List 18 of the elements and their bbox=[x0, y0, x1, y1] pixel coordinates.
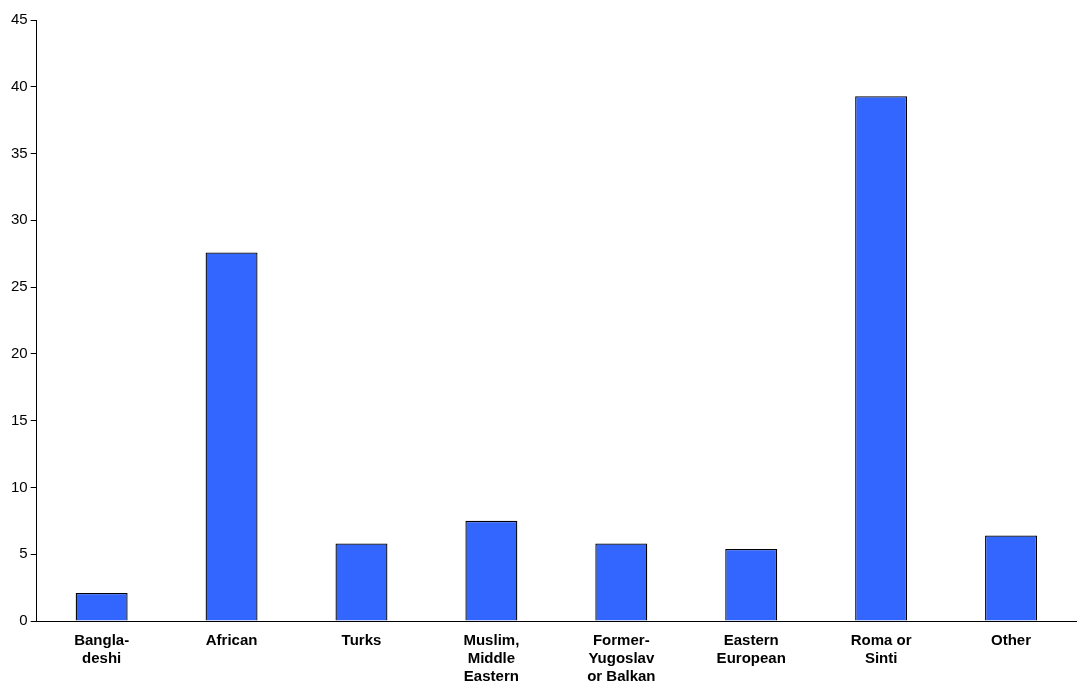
y-tick-label: 40 bbox=[11, 76, 28, 94]
y-tick-label: 10 bbox=[11, 477, 28, 495]
y-tick-label: 15 bbox=[11, 410, 28, 428]
x-tick-label: African bbox=[205, 631, 258, 649]
y-tick-label: 45 bbox=[11, 10, 28, 28]
x-tick-label: Muslim, Middle Eastern bbox=[463, 631, 520, 685]
y-tick-label: 35 bbox=[11, 143, 28, 161]
y-tick-label: 0 bbox=[19, 611, 28, 629]
y-tick-label: 20 bbox=[11, 344, 28, 362]
x-tick-label: Former-Yugoslav or Balkan bbox=[587, 631, 656, 685]
y-tick-label: 25 bbox=[11, 277, 28, 295]
x-tick-label: Bangla-deshi bbox=[74, 631, 130, 667]
y-tick-label: 5 bbox=[19, 544, 28, 562]
x-tick-label: Eastern European bbox=[716, 631, 786, 667]
x-tick-label: Other bbox=[991, 631, 1032, 649]
x-tick-label: Turks bbox=[341, 631, 382, 649]
x-tick-label: Roma or Sinti bbox=[850, 631, 912, 667]
y-tick-label: 30 bbox=[11, 210, 28, 228]
